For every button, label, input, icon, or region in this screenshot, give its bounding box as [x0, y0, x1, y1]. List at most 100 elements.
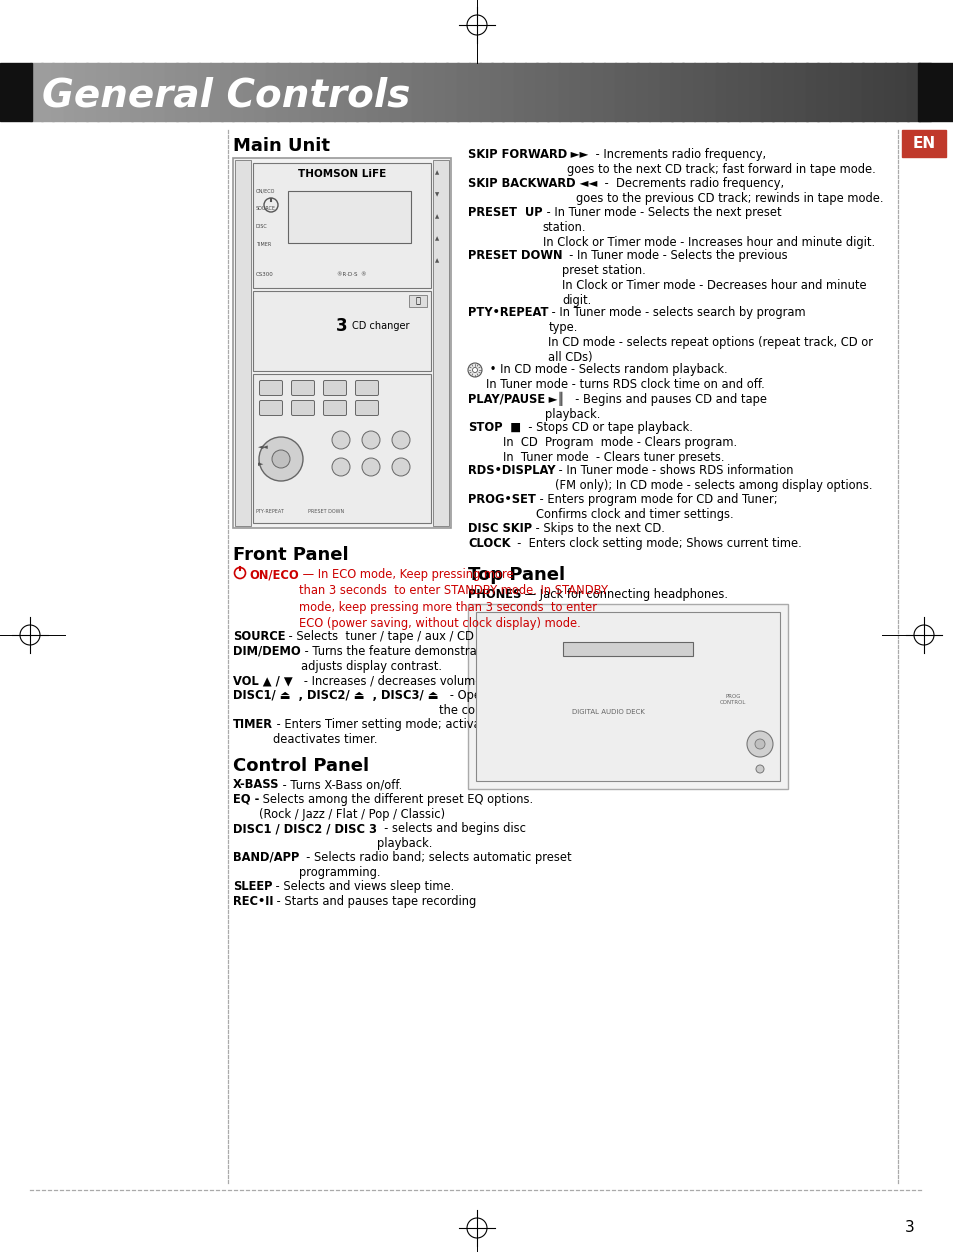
Text: — Jack for connecting headphones.: — Jack for connecting headphones.	[521, 588, 727, 601]
Bar	[558, 63, 571, 121]
Bar	[502, 63, 515, 121]
Bar	[433, 160, 449, 526]
Text: EQ -: EQ -	[233, 793, 259, 806]
Bar	[120, 63, 132, 121]
Circle shape	[272, 449, 290, 468]
Circle shape	[746, 731, 772, 757]
Bar	[322, 63, 335, 121]
Text: 3: 3	[904, 1221, 914, 1236]
Bar	[64, 63, 76, 121]
Bar	[840, 63, 852, 121]
Text: CD changer: CD changer	[352, 321, 409, 331]
Bar	[850, 63, 863, 121]
Bar	[311, 63, 324, 121]
Bar	[97, 63, 111, 121]
Text: - Selects and views sleep time.: - Selects and views sleep time.	[273, 880, 455, 893]
Text: PROG
CONTROL: PROG CONTROL	[720, 694, 745, 705]
Bar	[592, 63, 604, 121]
FancyBboxPatch shape	[355, 381, 378, 396]
Text: CLOCK: CLOCK	[468, 537, 510, 550]
Text: ▲: ▲	[435, 258, 438, 263]
Bar	[524, 63, 537, 121]
Bar	[253, 374, 431, 523]
Text: Front Panel: Front Panel	[233, 546, 348, 563]
Bar	[491, 63, 503, 121]
Text: STOP: STOP	[468, 421, 502, 434]
Text: TIMER: TIMER	[233, 717, 273, 731]
Bar	[234, 160, 251, 526]
Text: - Increases / decreases volume.: - Increases / decreases volume.	[293, 674, 485, 687]
Bar	[409, 295, 427, 307]
FancyBboxPatch shape	[323, 381, 346, 396]
Text: CS300: CS300	[255, 272, 274, 277]
Text: ON/ECO: ON/ECO	[255, 189, 275, 194]
Text: DISC SKIP: DISC SKIP	[468, 522, 532, 535]
Text: - Skips to the next CD.: - Skips to the next CD.	[532, 522, 664, 535]
Text: DISC: DISC	[255, 224, 268, 229]
Text: Main Unit: Main Unit	[233, 136, 330, 155]
Text: - In Tuner mode - selects search by program
type.
In CD mode - selects repeat op: - In Tuner mode - selects search by prog…	[548, 305, 873, 364]
Text: - Turns the feature demonstration on or off;
adjusts display contrast.: - Turns the feature demonstration on or …	[300, 645, 554, 674]
Text: ◄◄: ◄◄	[257, 444, 269, 449]
Text: PTY·REPEAT: PTY·REPEAT	[255, 510, 285, 515]
Bar	[817, 63, 829, 121]
Bar	[254, 63, 268, 121]
Text: DISC1 / DISC2 / DISC 3: DISC1 / DISC2 / DISC 3	[233, 823, 376, 835]
Text: SOURCE: SOURCE	[233, 630, 285, 644]
Circle shape	[332, 431, 350, 449]
Bar	[86, 63, 99, 121]
Text: ◄◄  -  Decrements radio frequency,
goes to the previous CD track; rewinds in tap: ◄◄ - Decrements radio frequency, goes to…	[575, 177, 882, 205]
Text: ▲: ▲	[435, 237, 438, 242]
Bar	[188, 63, 200, 121]
Text: ►║   - Begins and pauses CD and tape
playback.: ►║ - Begins and pauses CD and tape playb…	[544, 392, 766, 421]
Text: VOL ▲ / ▼: VOL ▲ / ▼	[233, 674, 293, 687]
Text: - In Tuner mode - shows RDS information
(FM only); In CD mode - selects among di: - In Tuner mode - shows RDS information …	[555, 464, 872, 492]
Bar	[468, 603, 787, 789]
Bar	[615, 63, 627, 121]
Text: • In CD mode - Selects random playback.
In Tuner mode - turns RDS clock time on : • In CD mode - Selects random playback. …	[485, 363, 764, 391]
Text: SKIP BACKWARD: SKIP BACKWARD	[468, 177, 575, 190]
Text: ON/ECO: ON/ECO	[249, 568, 298, 581]
Bar	[132, 63, 144, 121]
Bar	[681, 63, 695, 121]
Bar	[659, 63, 672, 121]
Bar	[109, 63, 121, 121]
Bar	[716, 63, 728, 121]
Text: -  Enters clock setting mode; Shows current time.: - Enters clock setting mode; Shows curre…	[510, 537, 801, 550]
Bar	[901, 130, 945, 156]
Text: PRESET DOWN: PRESET DOWN	[308, 510, 344, 515]
Text: TIMER: TIMER	[255, 243, 271, 248]
Bar	[412, 63, 425, 121]
Bar	[693, 63, 706, 121]
Text: REC•II: REC•II	[233, 895, 274, 908]
Text: PRESET DOWN: PRESET DOWN	[468, 249, 562, 262]
Bar	[233, 63, 245, 121]
Text: DIGITAL AUDIO DECK: DIGITAL AUDIO DECK	[571, 709, 644, 715]
Bar	[476, 612, 780, 781]
Text: ▼: ▼	[435, 193, 438, 198]
Text: 3: 3	[335, 317, 348, 336]
Bar	[671, 63, 683, 121]
Bar	[401, 63, 414, 121]
Bar	[569, 63, 582, 121]
Bar	[917, 63, 953, 121]
Bar	[479, 63, 493, 121]
Bar	[289, 63, 301, 121]
Text: - In Tuner mode - Selects the next preset
station.
In Clock or Timer mode - Incr: - In Tuner mode - Selects the next prese…	[542, 207, 874, 249]
Bar	[873, 63, 885, 121]
Text: ▲: ▲	[435, 170, 438, 175]
Bar	[536, 63, 548, 121]
Bar	[906, 63, 920, 121]
Circle shape	[258, 437, 303, 481]
Bar	[468, 63, 481, 121]
Text: DISC1/ ⏏  , DISC2/ ⏏  , DISC3/ ⏏: DISC1/ ⏏ , DISC2/ ⏏ , DISC3/ ⏏	[233, 689, 438, 702]
FancyBboxPatch shape	[259, 381, 282, 396]
FancyBboxPatch shape	[355, 401, 378, 416]
Bar	[547, 63, 559, 121]
Text: SLEEP: SLEEP	[233, 880, 273, 893]
Bar	[176, 63, 189, 121]
Text: - Enters program mode for CD and Tuner;
Confirms clock and timer settings.: - Enters program mode for CD and Tuner; …	[536, 493, 777, 521]
Text: General Controls: General Controls	[42, 76, 410, 114]
Text: ⓘ: ⓘ	[416, 297, 420, 305]
Text: RDS•DISPLAY: RDS•DISPLAY	[468, 464, 555, 477]
